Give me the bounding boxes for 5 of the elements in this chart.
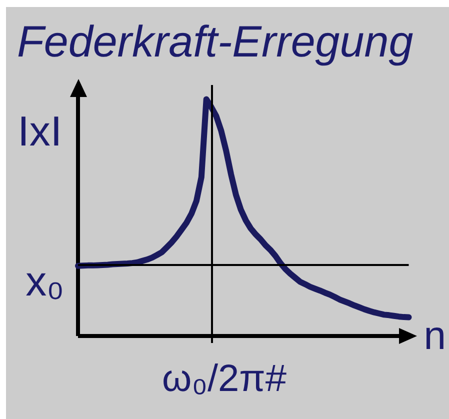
y-axis-title: IxI [18, 108, 62, 154]
text: ω₀/2π# [162, 358, 287, 400]
ref-line-label: x₀ [26, 257, 64, 304]
chart-title: Federkraft-Erregung [17, 18, 414, 66]
x-axis-title: n [424, 314, 446, 358]
